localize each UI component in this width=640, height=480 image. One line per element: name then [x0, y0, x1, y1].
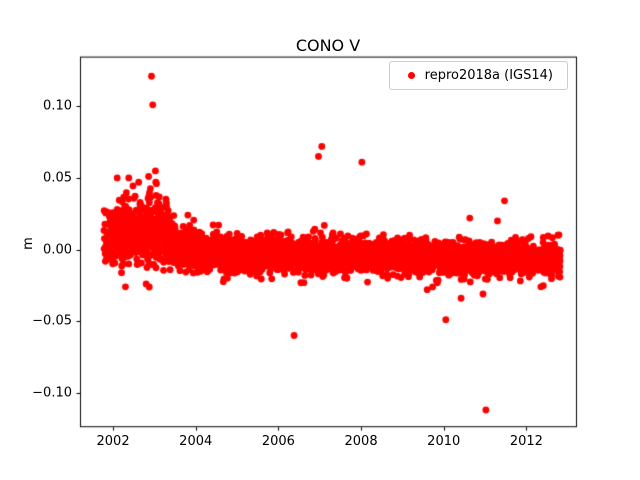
- x-tick-label: 2008: [344, 434, 378, 450]
- y-axis-label: m: [20, 237, 36, 250]
- x-tick-label: 2006: [261, 434, 295, 450]
- x-tick-label: 2004: [179, 434, 213, 450]
- y-tick-label: −0.05: [32, 313, 72, 329]
- y-tick-label: 0.10: [43, 98, 72, 114]
- legend-label: repro2018a (IGS14): [424, 68, 553, 83]
- x-tick-label: 2012: [509, 434, 543, 450]
- legend: repro2018a (IGS14): [388, 61, 568, 90]
- y-tick-label: 0.05: [43, 170, 72, 186]
- x-tick-label: 2002: [96, 434, 130, 450]
- y-tick-label: 0.00: [43, 242, 72, 258]
- chart-title: CONO V: [295, 36, 361, 55]
- legend-marker-dot-icon: [407, 72, 415, 79]
- y-tick-label: −0.10: [32, 385, 72, 401]
- x-tick-label: 2010: [427, 434, 461, 450]
